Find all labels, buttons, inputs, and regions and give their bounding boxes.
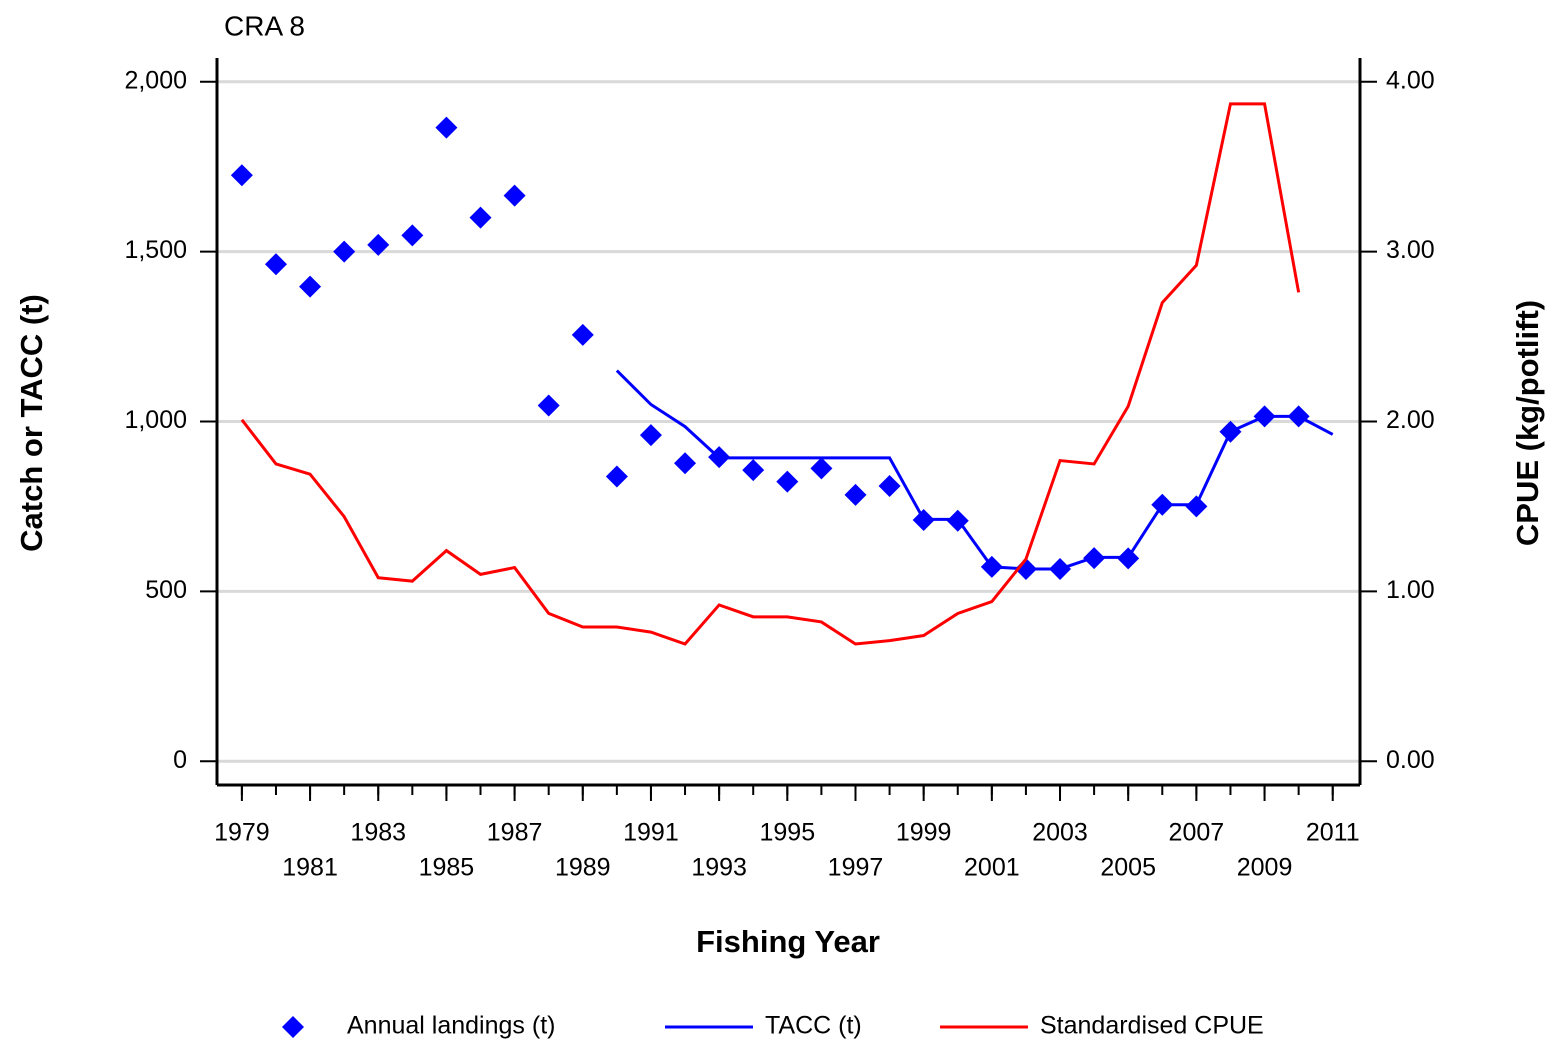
landing-marker <box>810 457 833 480</box>
x-tick-label: 2009 <box>1237 854 1293 882</box>
y2-axis-label: CPUE (kg/potlift) <box>1510 300 1545 546</box>
y2-tick-label: 0.00 <box>1386 746 1435 774</box>
legend-marker <box>282 1016 304 1038</box>
landing-marker <box>503 184 526 207</box>
y-tick-label: 2,000 <box>124 66 187 94</box>
y2-tick-label: 1.00 <box>1386 576 1435 604</box>
legend-label: TACC (t) <box>765 1012 862 1040</box>
x-tick-label: 1991 <box>623 819 679 847</box>
landing-marker <box>742 459 765 482</box>
x-tick-label: 1995 <box>759 819 815 847</box>
landing-marker <box>264 253 287 276</box>
landing-marker <box>333 240 356 263</box>
landing-marker <box>537 394 560 417</box>
y-tick-label: 1,500 <box>124 236 187 264</box>
x-tick-label: 1985 <box>419 854 475 882</box>
x-tick-label: 1999 <box>896 819 952 847</box>
landing-marker <box>401 224 424 247</box>
x-tick-label: 1979 <box>214 819 270 847</box>
landing-marker <box>230 164 253 187</box>
landing-marker <box>367 233 390 256</box>
x-axis-label: Fishing Year <box>696 924 880 959</box>
y2-tick-label: 2.00 <box>1386 406 1435 434</box>
legend-label: Annual landings (t) <box>347 1012 555 1040</box>
landing-marker <box>571 323 594 346</box>
landing-marker <box>776 470 799 493</box>
landing-marker <box>435 116 458 139</box>
x-tick-label: 1993 <box>691 854 747 882</box>
x-tick-label: 1983 <box>350 819 406 847</box>
landing-marker <box>469 206 492 229</box>
y2-tick-label: 3.00 <box>1386 236 1435 264</box>
x-tick-label: 1987 <box>487 819 543 847</box>
landing-marker <box>299 275 322 298</box>
series-line <box>615 369 1334 571</box>
landing-marker <box>639 424 662 447</box>
x-tick-label: 1997 <box>828 854 884 882</box>
y-tick-label: 1,000 <box>124 406 187 434</box>
landing-marker <box>674 452 697 475</box>
x-tick-label: 1989 <box>555 854 611 882</box>
x-tick-label: 1981 <box>282 854 338 882</box>
x-tick-label: 2011 <box>1306 819 1360 847</box>
y-tick-label: 0 <box>173 746 187 774</box>
y-axis-label: Catch or TACC (t) <box>14 294 49 552</box>
landing-marker <box>878 475 901 498</box>
chart-title: CRA 8 <box>224 10 305 41</box>
y2-tick-label: 4.00 <box>1386 66 1435 94</box>
landing-marker <box>605 465 628 488</box>
legend-label: Standardised CPUE <box>1040 1012 1264 1040</box>
x-tick-label: 2007 <box>1169 819 1225 847</box>
landing-marker <box>844 483 867 506</box>
x-tick-label: 2005 <box>1100 854 1156 882</box>
landing-marker <box>1185 495 1208 518</box>
x-tick-label: 2001 <box>964 854 1020 882</box>
y-tick-label: 500 <box>145 576 187 604</box>
series-line <box>240 102 1301 646</box>
x-tick-label: 2003 <box>1032 819 1088 847</box>
